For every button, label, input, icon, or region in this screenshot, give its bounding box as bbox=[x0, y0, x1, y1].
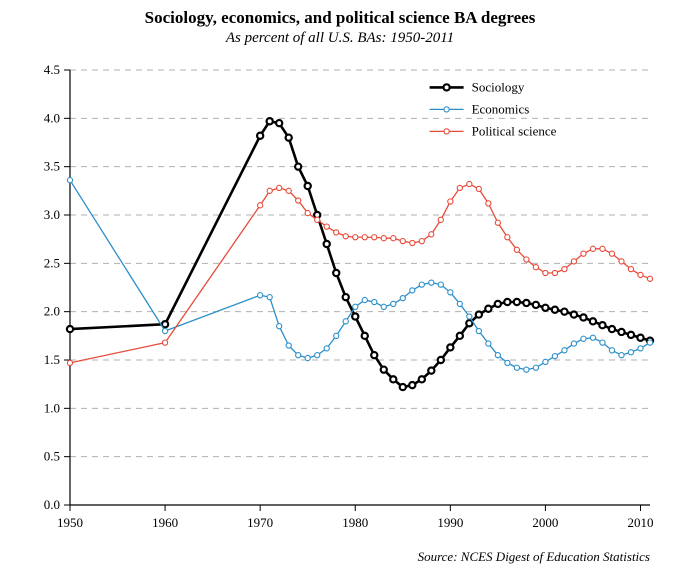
svg-text:2.5: 2.5 bbox=[44, 255, 60, 270]
chart-container: Sociology, economics, and political scie… bbox=[0, 0, 680, 575]
svg-text:1990: 1990 bbox=[437, 515, 463, 530]
svg-text:Sociology: Sociology bbox=[472, 79, 525, 94]
svg-text:1960: 1960 bbox=[152, 515, 178, 530]
svg-text:4.0: 4.0 bbox=[44, 110, 60, 125]
svg-text:Sociology, economics, and poli: Sociology, economics, and political scie… bbox=[145, 8, 536, 27]
svg-text:0.0: 0.0 bbox=[44, 497, 60, 512]
svg-text:1950: 1950 bbox=[57, 515, 83, 530]
svg-text:0.5: 0.5 bbox=[44, 449, 60, 464]
source-note: Source: NCES Digest of Education Statist… bbox=[418, 549, 650, 565]
line-chart: Sociology, economics, and political scie… bbox=[0, 0, 680, 575]
svg-text:1970: 1970 bbox=[247, 515, 273, 530]
svg-text:Economics: Economics bbox=[472, 101, 530, 116]
svg-text:2.0: 2.0 bbox=[44, 304, 60, 319]
svg-text:2000: 2000 bbox=[532, 515, 558, 530]
svg-text:Political science: Political science bbox=[472, 123, 557, 138]
svg-text:3.0: 3.0 bbox=[44, 207, 60, 222]
svg-text:As percent of all U.S. BAs: 19: As percent of all U.S. BAs: 1950-2011 bbox=[225, 30, 454, 46]
svg-text:1980: 1980 bbox=[342, 515, 368, 530]
svg-text:1.5: 1.5 bbox=[44, 352, 60, 367]
svg-text:2010: 2010 bbox=[627, 515, 653, 530]
svg-text:3.5: 3.5 bbox=[44, 159, 60, 174]
svg-text:1.0: 1.0 bbox=[44, 400, 60, 415]
svg-text:4.5: 4.5 bbox=[44, 62, 60, 77]
